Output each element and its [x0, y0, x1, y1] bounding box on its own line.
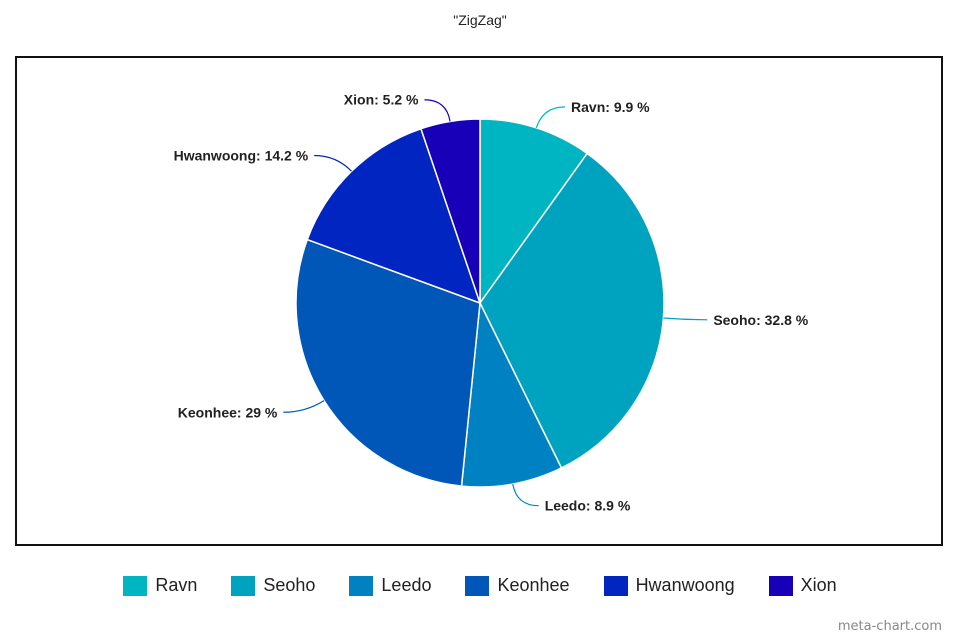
legend-item-seoho[interactable]: Seoho — [231, 575, 315, 596]
legend-item-hwanwoong[interactable]: Hwanwoong — [603, 575, 735, 596]
legend-item-xion[interactable]: Xion — [768, 575, 837, 596]
legend-label: Hwanwoong — [635, 575, 735, 595]
slice-hwanwoong[interactable] — [306, 127, 482, 305]
legend: Ravn Seoho Leedo Keonhee Hwanwoong Xion — [0, 575, 960, 596]
legend-label: Xion — [800, 575, 837, 595]
legend-swatch — [465, 575, 490, 596]
slice-label-seoho: Seoho: 32.8 % — [713, 312, 808, 328]
leader-line-keonhee — [283, 400, 325, 413]
legend-item-ravn[interactable]: Ravn — [123, 575, 197, 596]
legend-swatch — [349, 575, 374, 596]
legend-swatch — [231, 575, 256, 596]
leader-line-seoho — [663, 317, 708, 321]
legend-swatch — [603, 575, 628, 596]
legend-swatch — [768, 575, 793, 596]
legend-item-keonhee[interactable]: Keonhee — [465, 575, 570, 596]
leader-line-hwanwoong — [314, 154, 352, 172]
plot-area: Ravn: 9.9 % Seoho: 32.8 % Leedo: 8.9 % Keon… — [15, 56, 943, 546]
slice-ravn[interactable] — [479, 118, 589, 306]
watermark: meta-chart.com — [837, 619, 942, 634]
slice-keonhee[interactable] — [295, 238, 481, 487]
slice-label-ravn: Ravn: 9.9 % — [571, 99, 650, 115]
slice-label-hwanwoong: Hwanwoong: 14.2 % — [174, 148, 309, 164]
legend-swatch — [123, 575, 148, 596]
leader-line-ravn — [535, 106, 566, 129]
legend-item-leedo[interactable]: Leedo — [349, 575, 431, 596]
legend-label: Leedo — [381, 575, 432, 595]
slice-label-keonhee: Keonhee: 29 % — [178, 404, 278, 420]
leader-line-xion — [424, 99, 451, 122]
legend-label: Seoho — [263, 575, 316, 595]
chart-title: "ZigZag" — [453, 12, 507, 28]
legend-label: Keonhee — [497, 575, 570, 595]
legend-label: Ravn — [155, 575, 198, 595]
slice-label-leedo: Leedo: 8.9 % — [545, 498, 631, 514]
slice-label-xion: Xion: 5.2 % — [344, 92, 419, 108]
pie-chart: Ravn: 9.9 % Seoho: 32.8 % Leedo: 8.9 % Keon… — [174, 92, 809, 514]
leader-line-leedo — [512, 483, 539, 507]
